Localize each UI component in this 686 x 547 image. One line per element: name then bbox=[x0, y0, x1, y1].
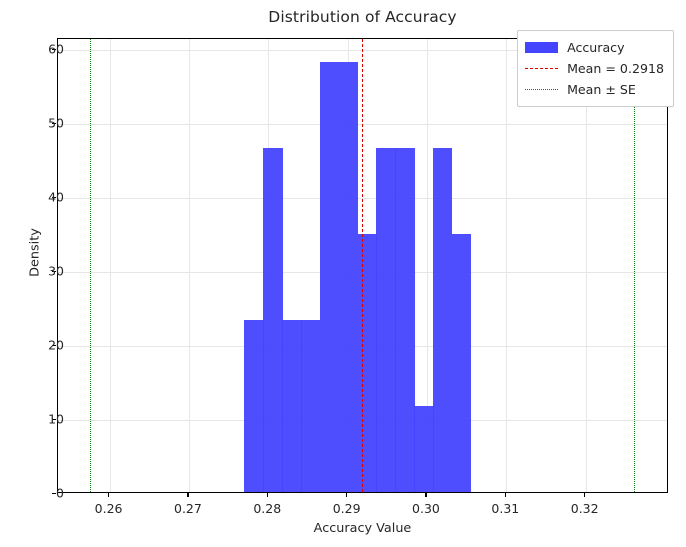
x-tick-label: 0.31 bbox=[491, 501, 520, 516]
histogram-bar bbox=[301, 320, 321, 492]
legend-item-mean[interactable]: Mean = 0.2918 bbox=[525, 58, 664, 79]
histogram-bar bbox=[451, 233, 472, 492]
x-tick-mark bbox=[584, 493, 586, 497]
se-lower-line bbox=[89, 39, 91, 492]
y-tick-mark bbox=[52, 270, 56, 272]
x-tick-label: 0.28 bbox=[253, 501, 282, 516]
histogram-bar bbox=[282, 320, 302, 492]
y-tick-label: 10 bbox=[48, 411, 64, 427]
y-axis-label: Density bbox=[27, 228, 43, 277]
histogram-bar bbox=[376, 147, 396, 492]
legend-dotted-line-icon bbox=[525, 83, 559, 96]
chart-legend: Accuracy Mean = 0.2918 Mean ± SE bbox=[517, 30, 674, 107]
y-tick-label: 20 bbox=[48, 337, 64, 353]
histogram-bar bbox=[263, 147, 283, 492]
legend-dashed-line-icon bbox=[525, 62, 559, 75]
x-tick-mark bbox=[425, 493, 427, 497]
page-title: Distribution of Accuracy bbox=[268, 8, 457, 26]
y-tick-label: 0 bbox=[56, 485, 64, 501]
y-tick-label: 40 bbox=[48, 189, 64, 205]
legend-item-label: Mean = 0.2918 bbox=[567, 61, 664, 76]
legend-item-label: Mean ± SE bbox=[567, 82, 636, 97]
legend-item-accuracy[interactable]: Accuracy bbox=[525, 37, 664, 58]
y-tick-mark bbox=[52, 492, 56, 494]
y-tick-label: 30 bbox=[48, 263, 64, 279]
x-tick-label: 0.30 bbox=[412, 501, 440, 516]
x-tick-label: 0.27 bbox=[174, 501, 202, 516]
y-tick-mark bbox=[52, 196, 56, 198]
histogram-bar bbox=[395, 147, 415, 492]
x-tick-mark bbox=[346, 493, 348, 497]
se-upper-line bbox=[634, 39, 636, 492]
histogram-bar bbox=[338, 62, 359, 492]
x-tick-label: 0.26 bbox=[94, 501, 123, 516]
x-tick-mark bbox=[266, 493, 269, 497]
x-tick-mark bbox=[504, 493, 507, 497]
plot-area bbox=[57, 38, 668, 493]
mean-line bbox=[361, 39, 363, 492]
y-tick-label: 60 bbox=[48, 41, 64, 57]
gridline-vertical bbox=[109, 39, 111, 492]
x-axis-label: Accuracy Value bbox=[313, 521, 412, 536]
gridline-vertical bbox=[506, 39, 508, 492]
y-tick-label: 50 bbox=[48, 115, 64, 131]
histogram-bar bbox=[357, 233, 378, 492]
histogram-bar bbox=[244, 320, 264, 492]
legend-patch-icon bbox=[525, 41, 559, 54]
x-tick-label: 0.29 bbox=[332, 501, 361, 516]
histogram-bar bbox=[432, 147, 453, 492]
legend-item-label: Accuracy bbox=[567, 40, 625, 55]
histogram-bar bbox=[319, 62, 340, 492]
y-tick-mark bbox=[52, 122, 56, 124]
y-tick-mark bbox=[52, 344, 56, 346]
gridline-vertical bbox=[188, 39, 190, 492]
legend-item-se[interactable]: Mean ± SE bbox=[525, 79, 664, 100]
x-tick-label: 0.32 bbox=[570, 501, 599, 516]
x-tick-mark bbox=[187, 493, 189, 497]
y-tick-mark bbox=[52, 48, 56, 50]
gridline-vertical bbox=[426, 39, 428, 492]
histogram-bar bbox=[414, 406, 434, 492]
gridline-vertical bbox=[585, 39, 587, 492]
y-tick-mark bbox=[52, 418, 56, 420]
x-tick-mark bbox=[108, 493, 110, 497]
